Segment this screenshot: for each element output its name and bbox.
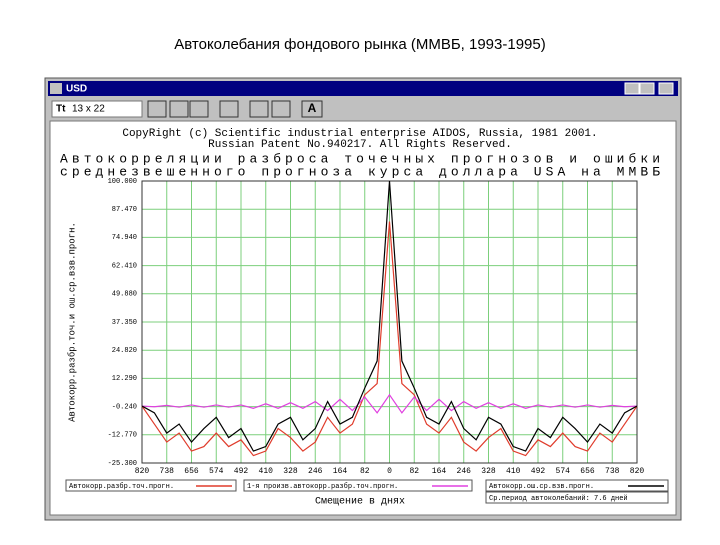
- slide-title: Автоколебания фондового рынка (ММВБ, 199…: [174, 36, 545, 53]
- x-tick-label: 656: [580, 467, 595, 476]
- window-icon: [50, 83, 62, 94]
- x-tick-label: 164: [333, 467, 348, 476]
- y-tick-label: 87.470: [112, 206, 137, 214]
- x-tick-label: 574: [556, 467, 571, 476]
- tool-button[interactable]: [147, 100, 167, 118]
- x-tick-label: 0: [387, 467, 392, 476]
- restore-button[interactable]: [639, 82, 655, 95]
- x-tick-label: 738: [605, 467, 620, 476]
- y-axis-label: Автокорр.разбр.точ.и ош.ср.взв.прогн.: [67, 222, 77, 422]
- legend-box: [485, 479, 669, 492]
- tool-button[interactable]: [249, 100, 269, 118]
- tool-button[interactable]: [189, 100, 209, 118]
- y-tick-label: 24.820: [112, 347, 137, 355]
- font-size: 13 x 22: [72, 104, 105, 115]
- toolbar-buttons: [147, 100, 323, 118]
- window-buttons: [624, 82, 674, 95]
- window-title: USD: [66, 84, 87, 95]
- font-button-label: A: [308, 101, 317, 115]
- legend-label: Автокорр.ош.ср.взв.прогн.: [489, 483, 594, 491]
- legend-box: [243, 479, 473, 492]
- x-tick-label: 820: [135, 467, 150, 476]
- copyright: CopyRight (c) Scientific industrial ente…: [122, 128, 597, 140]
- y-tick-label: 74.940: [112, 234, 137, 242]
- patent: Russian Patent No.940217. All Rights Res…: [208, 139, 512, 151]
- tool-button[interactable]: [219, 100, 239, 118]
- x-tick-label: 82: [409, 467, 419, 476]
- y-tick-label: 12.290: [112, 375, 137, 383]
- font-button[interactable]: [301, 100, 323, 118]
- series-line: [141, 180, 638, 452]
- x-axis-label: Смещение в днях: [315, 497, 405, 508]
- font-size-box[interactable]: [51, 100, 143, 118]
- x-tick-label: 738: [160, 467, 175, 476]
- x-tick-label: 492: [234, 467, 249, 476]
- font-icon: Tt: [56, 104, 66, 115]
- x-tick-label: 328: [283, 467, 298, 476]
- y-tick-label: -12.770: [108, 432, 137, 440]
- x-tick-label: 246: [457, 467, 472, 476]
- x-tick-label: 328: [481, 467, 496, 476]
- x-tick-label: 82: [360, 467, 370, 476]
- x-tick-label: 656: [184, 467, 199, 476]
- close-button[interactable]: [658, 82, 674, 95]
- tool-button[interactable]: [169, 100, 189, 118]
- y-tick-label: -0.240: [112, 403, 137, 411]
- series-line: [141, 221, 638, 457]
- minimize-button[interactable]: [624, 82, 640, 95]
- series-line: [141, 393, 638, 414]
- tool-button[interactable]: [271, 100, 291, 118]
- y-tick-label: 62.410: [112, 262, 137, 270]
- x-tick-label: 164: [432, 467, 447, 476]
- plot: -25.300 -12.770 -0.240 12.290 24.820 37.350 49…: [65, 178, 669, 504]
- legend-label: Автокорр.разбр.точ.прогн.: [69, 482, 174, 491]
- y-tick-label: 49.880: [112, 291, 137, 299]
- x-tick-label: 574: [209, 467, 224, 476]
- y-tick-label: 37.350: [112, 319, 137, 327]
- title-bar: [48, 81, 678, 96]
- legend-label: 1-я произв.автокорр.разбр.точ.прогн.: [247, 482, 398, 491]
- x-tick-label: 820: [630, 467, 645, 476]
- y-tick-label: 100.000: [108, 178, 137, 186]
- x-tick-label: 492: [531, 467, 546, 476]
- x-tick-label: 246: [308, 467, 323, 476]
- y-tick-label: -25.300: [108, 460, 137, 468]
- x-tick-label: 410: [506, 467, 521, 476]
- chart-title: среднезвешенного прогноза курса доллара …: [60, 164, 660, 179]
- annotation-box: [485, 491, 669, 504]
- legend-box: [65, 479, 237, 492]
- annotation: Ср.период автоколебаний: 7.6 дней: [489, 494, 628, 503]
- x-tick-label: 410: [259, 467, 274, 476]
